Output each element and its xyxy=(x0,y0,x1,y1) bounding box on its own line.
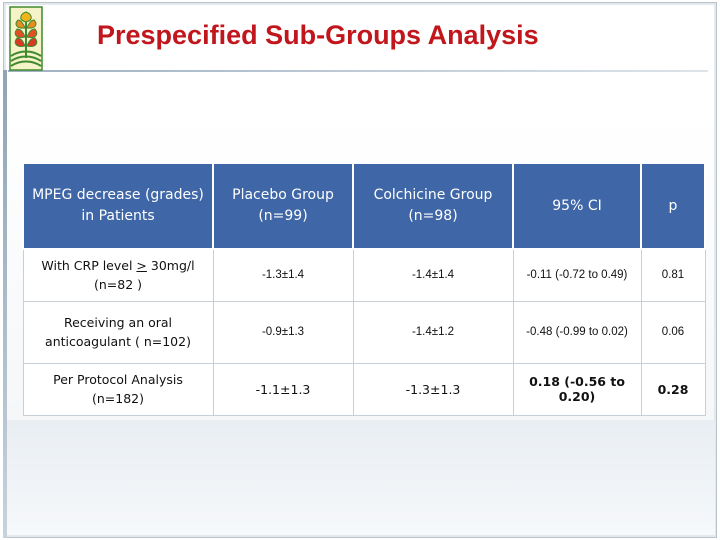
title-divider xyxy=(8,70,708,72)
p-value: 0.06 xyxy=(640,300,706,364)
ci-value: -0.11 (-0.72 to 0.49) xyxy=(512,248,642,302)
table-row: Per Protocol Analysis (n=182) -1.1±1.3 -… xyxy=(22,362,706,416)
colchicine-value: -1.3±1.3 xyxy=(352,362,514,416)
page-title: Prespecified Sub-Groups Analysis xyxy=(97,20,539,50)
header-subgroup: MPEG decrease (grades) in Patients xyxy=(22,162,214,250)
header-ci: 95% CI xyxy=(512,162,642,250)
gte-symbol: > xyxy=(136,258,147,274)
wheat-logo-icon xyxy=(8,6,44,72)
subgroup-table: MPEG decrease (grades) in Patients Place… xyxy=(22,162,706,416)
row-label-text: 30mg/l (n=82 ) xyxy=(93,258,195,293)
table-row: With CRP level > 30mg/l (n=82 ) -1.3±1.4… xyxy=(22,248,706,302)
left-accent-bar xyxy=(3,70,7,538)
ci-value: 0.18 (-0.56 to 0.20) xyxy=(512,362,642,416)
table-header-row: MPEG decrease (grades) in Patients Place… xyxy=(22,162,706,250)
table-row: Receiving an oral anticoagulant ( n=102)… xyxy=(22,300,706,364)
colchicine-value: -1.4±1.2 xyxy=(352,300,514,364)
ci-value: -0.48 (-0.99 to 0.02) xyxy=(512,300,642,364)
header-placebo: Placebo Group (n=99) xyxy=(212,162,354,250)
placebo-value: -0.9±1.3 xyxy=(212,300,354,364)
p-value: 0.28 xyxy=(640,362,706,416)
header-colchicine: Colchicine Group (n=98) xyxy=(352,162,514,250)
row-label: Receiving an oral anticoagulant ( n=102) xyxy=(22,300,214,364)
bottom-shade xyxy=(7,420,715,535)
row-label: With CRP level > 30mg/l (n=82 ) xyxy=(22,248,214,302)
placebo-value: -1.3±1.4 xyxy=(212,248,354,302)
row-label-text: With CRP level xyxy=(41,258,137,274)
header-p: p xyxy=(640,162,706,250)
p-value: 0.81 xyxy=(640,248,706,302)
row-label: Per Protocol Analysis (n=182) xyxy=(22,362,214,416)
colchicine-value: -1.4±1.4 xyxy=(352,248,514,302)
placebo-value: -1.1±1.3 xyxy=(212,362,354,416)
